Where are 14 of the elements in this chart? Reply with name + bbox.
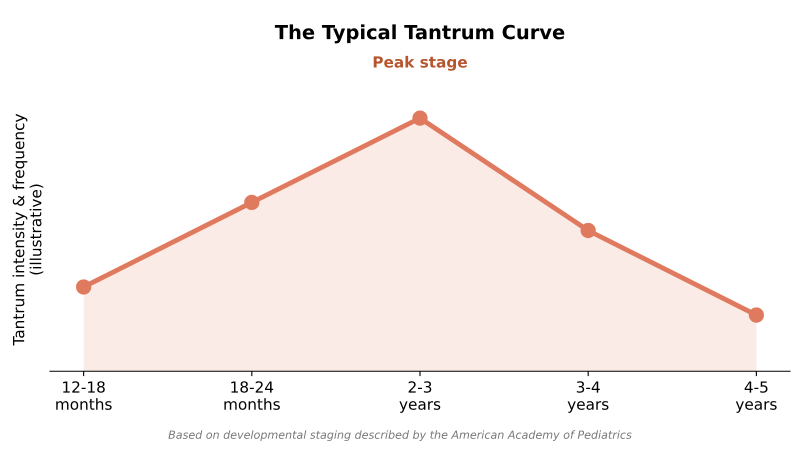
x-tick-label: 2-3 years [399,381,440,413]
point [76,279,92,295]
point [244,194,260,210]
text: Based on developmental staging described by the American Academy of Pediatrics [168,430,632,442]
point [580,222,596,238]
point [412,110,428,126]
chart-title: The Typical Tantrum Curve [274,24,564,44]
x-tick-label: 4-5 years [736,381,777,413]
x-tick-label: 3-4 years [568,381,608,413]
y-axis-title: Tantrum intensity & frequency (illustrative) [12,114,44,346]
text: Peak stage [374,56,467,71]
point [748,307,764,323]
x-tick-label: 12-18 months [56,381,112,410]
x-tick-label: 18-24 months [224,381,280,410]
